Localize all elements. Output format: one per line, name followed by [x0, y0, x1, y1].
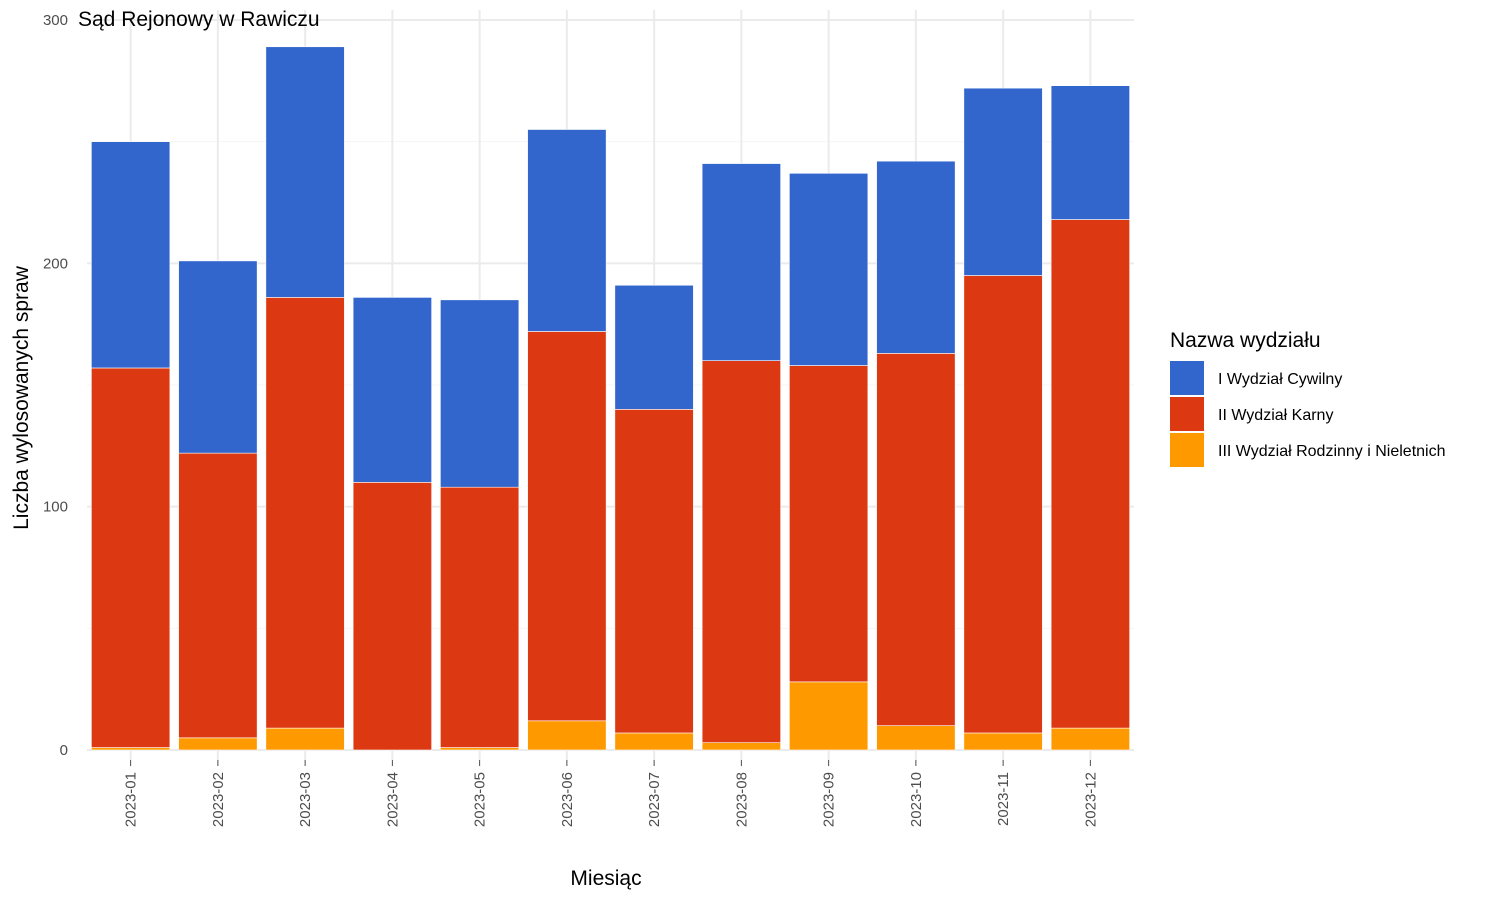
y-tick-label: 0: [60, 742, 68, 759]
bars: [91, 46, 1130, 751]
bar-segment: [440, 747, 520, 751]
x-axis-title: Miesiąc: [570, 867, 641, 890]
bar-segment: [1050, 85, 1130, 220]
bar-segment: [789, 365, 869, 683]
bar-segment: [789, 681, 869, 751]
bar-segment: [1050, 219, 1130, 729]
y-tick-label: 200: [43, 255, 68, 272]
bar-segment: [876, 160, 956, 354]
legend-label: II Wydział Karny: [1218, 407, 1333, 424]
bar-segment: [614, 284, 694, 410]
x-tick-label: 2023-08: [733, 772, 750, 827]
bar-segment: [265, 727, 345, 751]
bar-segment: [527, 720, 607, 751]
x-tick-label: 2023-06: [559, 772, 576, 827]
bar-segment: [440, 486, 520, 748]
bar-segment: [352, 482, 432, 751]
legend-title: Nazwa wydziału: [1170, 329, 1321, 352]
bar-segment: [527, 331, 607, 722]
bar-segment: [876, 725, 956, 751]
bar-segment: [701, 163, 781, 361]
x-tick-label: 2023-11: [995, 772, 1012, 826]
bar-segment: [352, 297, 432, 483]
y-tick-label: 300: [43, 12, 68, 29]
x-tick-label: 2023-01: [123, 772, 140, 827]
bar-segment: [91, 747, 171, 751]
legend-label: I Wydział Cywilny: [1218, 371, 1342, 388]
bar-segment: [91, 367, 171, 748]
bar-segment: [265, 46, 345, 298]
bar-segment: [876, 353, 956, 726]
y-tick-label: 100: [43, 499, 68, 516]
bar-segment: [178, 260, 258, 454]
x-tick-label: 2023-09: [821, 772, 838, 827]
bar-segment: [178, 452, 258, 739]
x-tick-label: 2023-12: [1082, 772, 1099, 827]
bar-segment: [91, 141, 171, 369]
bar-segment: [178, 737, 258, 751]
y-axis-title: Liczba wylosowanych spraw: [10, 265, 33, 530]
legend-swatch: [1170, 361, 1204, 395]
bar-segment: [963, 275, 1043, 734]
legend-swatch: [1170, 433, 1204, 467]
x-tick-label: 2023-10: [908, 772, 925, 827]
x-tick-label: 2023-07: [646, 772, 663, 827]
bar-segment: [1050, 727, 1130, 751]
x-tick-label: 2023-03: [297, 772, 314, 827]
legend-swatch: [1170, 397, 1204, 431]
bar-segment: [963, 732, 1043, 751]
x-axis-ticks: 2023-01 2023-02 2023-03 2023-04 2023-05 2023-…: [123, 760, 1099, 827]
bar-segment: [614, 409, 694, 734]
bar-segment: [701, 360, 781, 743]
y-axis-ticks: 0 100 200 300: [43, 12, 68, 759]
x-tick-label: 2023-05: [472, 772, 489, 827]
legend: Nazwa wydziału I Wydział Cywilny II Wydzi…: [1170, 329, 1446, 467]
x-tick-label: 2023-02: [210, 772, 227, 827]
bar-segment: [527, 129, 607, 332]
bar-segment: [789, 173, 869, 366]
legend-label: III Wydział Rodzinny i Nieletnich: [1218, 443, 1446, 460]
bar-segment: [440, 299, 520, 488]
bar-segment: [614, 732, 694, 751]
chart-title: Sąd Rejonowy w Rawiczu: [78, 8, 320, 31]
bar-segment: [963, 87, 1043, 276]
x-tick-label: 2023-04: [384, 772, 401, 827]
bar-segment: [265, 297, 345, 729]
bar-segment: [701, 742, 781, 751]
